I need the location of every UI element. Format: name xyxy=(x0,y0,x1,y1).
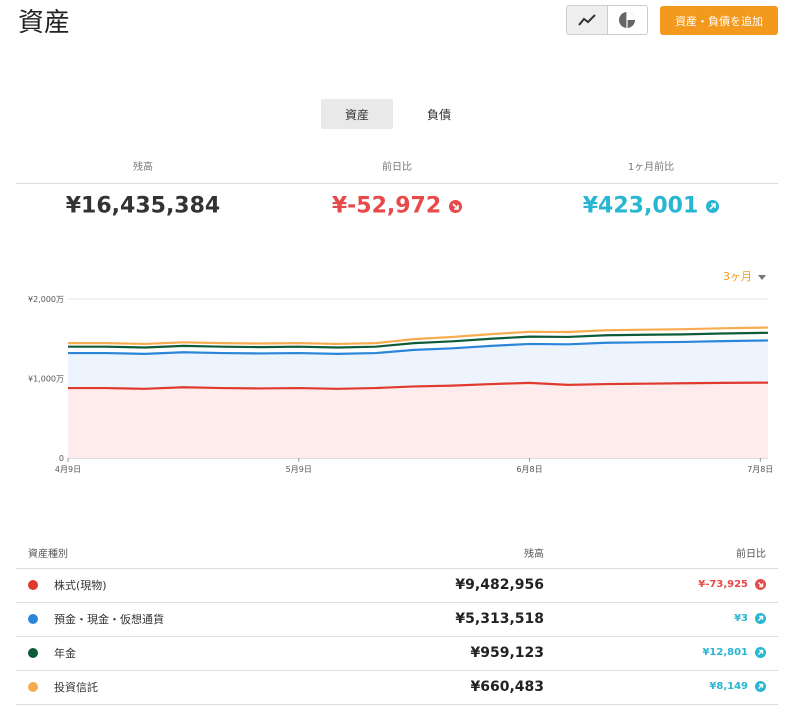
day-change-value-cell: ¥-52,972 xyxy=(270,193,524,219)
arrow-down-icon xyxy=(449,199,463,213)
x-tick-label: 4月9日 xyxy=(55,465,81,474)
category-name: 投資信託 xyxy=(54,681,98,694)
category-name: 預金・現金・仮想通貨 xyxy=(54,613,164,626)
summary-panel: 残高 前日比 1ヶ月前比 ¥16,435,384 ¥-52,972 ¥423,0… xyxy=(16,158,778,228)
table-row[interactable]: 預金・現金・仮想通貨 ¥5,313,518 ¥3 xyxy=(16,602,778,637)
category-column-header: 資産種別 xyxy=(16,537,348,569)
category-name: 年金 xyxy=(54,647,76,660)
y-tick-label: ¥2,000万 xyxy=(28,295,64,304)
balance-cell: ¥959,123 xyxy=(348,636,548,671)
balance-column-header: 残高 xyxy=(348,537,548,569)
series-line xyxy=(68,381,769,390)
legend-dot xyxy=(28,614,38,624)
change-cell: ¥8,149 xyxy=(709,681,748,693)
y-tick-label: ¥1,000万 xyxy=(28,375,64,384)
period-dropdown[interactable]: 3ヶ月 xyxy=(723,268,766,284)
table-row[interactable]: 年金 ¥959,123 ¥12,801 xyxy=(16,636,778,671)
day-change-label: 前日比 xyxy=(382,162,412,173)
tab-liabilities[interactable]: 負債 xyxy=(426,107,451,122)
legend-dot xyxy=(28,580,38,590)
x-tick-label: 6月8日 xyxy=(516,465,542,474)
balance-value: ¥16,435,384 xyxy=(65,193,221,219)
change-cell: ¥12,801 xyxy=(702,647,748,659)
arrow-up-icon xyxy=(755,613,766,625)
balance-cell: ¥660,483 xyxy=(348,670,548,705)
x-tick-label: 7月8日 xyxy=(747,465,773,474)
asset-history-chart: ¥2,000万 ¥1,000万 0 4月9日 5月9日 6月8日 7月8日 xyxy=(28,295,773,474)
balance-label: 残高 xyxy=(133,162,153,173)
add-asset-liability-button[interactable]: 資産・負債を追加 xyxy=(660,6,778,35)
arrow-down-icon xyxy=(755,579,766,591)
legend-dot xyxy=(28,682,38,692)
series-line xyxy=(68,339,769,355)
pie-view-button[interactable] xyxy=(606,6,648,34)
tab-bar: 資産 負債 xyxy=(321,99,475,129)
tab-assets[interactable]: 資産 xyxy=(321,99,393,129)
series-line xyxy=(68,326,769,346)
change-cell: ¥-73,925 xyxy=(698,579,748,591)
arrow-up-icon xyxy=(755,681,766,693)
balance-cell: ¥5,313,518 xyxy=(348,602,548,637)
period-dropdown-value: 3ヶ月 xyxy=(723,270,752,283)
y-tick-label: 0 xyxy=(59,454,64,463)
month-change-value: ¥423,001 xyxy=(582,193,699,219)
month-change-label: 1ヶ月前比 xyxy=(627,162,675,173)
area-fill xyxy=(68,382,768,458)
view-mode-toggle xyxy=(566,5,648,35)
table-row[interactable]: 株式(現物) ¥9,482,956 ¥-73,925 xyxy=(16,568,778,603)
line-chart-icon xyxy=(577,14,596,26)
month-change-value-cell: ¥423,001 xyxy=(524,193,778,219)
arrow-up-icon xyxy=(755,647,766,659)
balance-value-cell: ¥16,435,384 xyxy=(16,193,270,219)
change-cell: ¥3 xyxy=(734,613,748,625)
pie-chart-icon xyxy=(619,12,636,28)
balance-cell: ¥9,482,956 xyxy=(348,568,548,603)
page-title: 資産 xyxy=(18,8,71,38)
series-line xyxy=(68,331,769,349)
x-tick-label: 5月9日 xyxy=(286,465,312,474)
legend-dot xyxy=(28,648,38,658)
caret-down-icon xyxy=(758,274,766,280)
day-change-value: ¥-52,972 xyxy=(331,193,442,219)
arrow-up-icon xyxy=(706,199,720,213)
asset-breakdown-table: 資産種別 残高 前日比 株式(現物) ¥9,482,956 ¥-73,925 預… xyxy=(16,537,778,705)
change-column-header: 前日比 xyxy=(548,537,778,569)
table-row[interactable]: 投資信託 ¥660,483 ¥8,149 xyxy=(16,670,778,705)
line-view-button[interactable] xyxy=(567,6,607,34)
category-name: 株式(現物) xyxy=(54,579,107,592)
